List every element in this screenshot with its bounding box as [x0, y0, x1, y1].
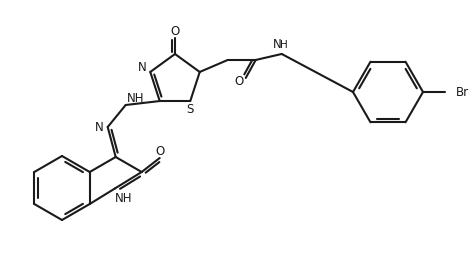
Text: O: O	[170, 25, 180, 38]
Text: H: H	[280, 40, 287, 50]
Text: S: S	[186, 102, 194, 116]
Text: Br: Br	[456, 85, 469, 99]
Text: O: O	[234, 76, 244, 88]
Text: O: O	[155, 144, 164, 158]
Text: NH: NH	[127, 92, 144, 104]
Text: N: N	[273, 38, 282, 52]
Text: NH: NH	[115, 192, 132, 205]
Text: N: N	[138, 62, 147, 74]
Text: N: N	[95, 120, 104, 134]
